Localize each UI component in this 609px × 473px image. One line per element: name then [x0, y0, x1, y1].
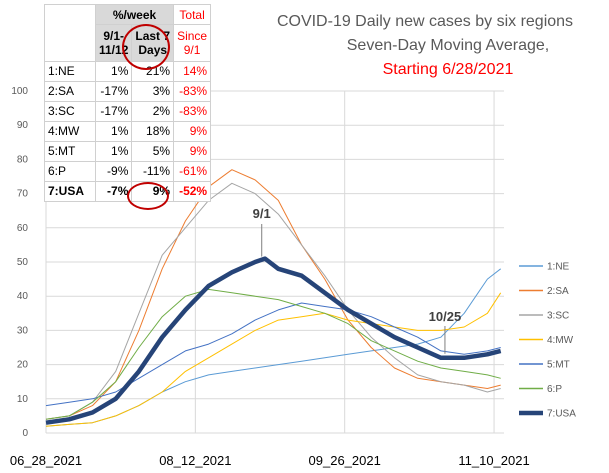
stats-region: 2:SA: [44, 81, 96, 102]
stats-header-since-c: 9/1: [183, 43, 201, 57]
stats-header-since91-b: 11/12: [99, 43, 129, 57]
stats-total: -61%: [173, 161, 212, 182]
stats-header-row-2: 9/1- 11/12 Last 7 Days Since 9/1: [45, 24, 212, 62]
stats-header-row-1: %/week Total: [44, 4, 212, 62]
series-line-7-usa: [45, 256, 502, 425]
stats-last7: 9%: [131, 181, 175, 202]
y-tick-label: 80: [17, 154, 29, 165]
stats-header-last7-a: Last 7: [135, 29, 171, 43]
annotations: 9/1 10/25: [253, 206, 462, 354]
series-line-6-p: [45, 288, 501, 420]
x-axis-ticks: 06_28_2021 08_12_2021 09_26_2021 11_10_2021: [10, 453, 530, 468]
stats-since91: 1%: [94, 61, 133, 82]
x-tick-label: 06_28_2021: [10, 453, 82, 468]
stats-since91: -17%: [94, 81, 133, 102]
stats-row-mt: 5:MT 1% 5% 9%: [44, 141, 212, 162]
y-tick-label: 10: [17, 394, 29, 405]
stats-table: %/week Total 9/1- 11/12 Last 7 Days Sinc…: [44, 4, 212, 202]
series-line-1-ne: [45, 268, 502, 427]
x-tick-label: 08_12_2021: [159, 453, 231, 468]
stats-row-ne: 1:NE 1% 21% 14%: [44, 61, 212, 82]
x-tick-label: 11_10_2021: [458, 453, 529, 468]
stats-last7: 18%: [131, 121, 175, 142]
series-line-2-sa: [45, 169, 501, 420]
stats-region: 3:SC: [44, 101, 96, 122]
stats-last7: 3%: [131, 81, 175, 102]
legend-label: 4:MW: [547, 335, 574, 346]
stats-row-sc: 3:SC -17% 2% -83%: [44, 101, 212, 122]
stats-last7: 5%: [131, 141, 175, 162]
stats-header-since91-a: 9/1-: [103, 29, 125, 43]
stats-total: -52%: [173, 181, 212, 202]
stats-since91: -7%: [94, 181, 133, 202]
annotation-label: 9/1: [253, 206, 271, 221]
series-line-4-mw: [45, 292, 502, 427]
legend: 1:NE 2:SA 3:SC 4:MW 5:MT 6:P 7:USA: [519, 262, 576, 420]
stats-region: 7:USA: [44, 181, 96, 202]
stats-total: -83%: [173, 101, 212, 122]
y-tick-label: 70: [17, 189, 29, 200]
legend-label: 2:SA: [547, 286, 569, 297]
stats-header-since-b: Since: [177, 29, 208, 43]
stats-header-pct-week: %/week: [94, 4, 175, 25]
stats-last7: 2%: [131, 101, 175, 122]
stats-corner: [44, 4, 96, 62]
series-lines: [45, 169, 502, 427]
stats-header-last7-b: Days: [138, 43, 168, 57]
stats-total: 9%: [173, 121, 212, 142]
stats-row-sa: 2:SA -17% 3% -83%: [44, 81, 212, 102]
stats-row-mw: 4:MW 1% 18% 9%: [44, 121, 212, 142]
x-tick-label: 09_26_2021: [309, 453, 381, 468]
y-tick-label: 90: [17, 120, 29, 131]
chart-title-line3: Starting 6/28/2021: [383, 61, 514, 78]
stats-last7: 21%: [131, 61, 175, 82]
annotation-label: 10/25: [429, 309, 462, 324]
chart-title-line2: Seven-Day Moving Average,: [347, 37, 549, 54]
stats-last7: -11%: [131, 161, 175, 182]
stats-row-usa: 7:USA -7% 9% -52%: [44, 181, 212, 202]
y-tick-label: 60: [17, 223, 29, 234]
y-axis-ticks: 0 10 20 30 40 50 60 70 80 90 100: [11, 86, 28, 439]
stats-total: -83%: [173, 81, 212, 102]
stats-region: 4:MW: [44, 121, 96, 142]
y-tick-label: 20: [17, 360, 29, 371]
stats-region: 5:MT: [44, 141, 96, 162]
stats-region: 1:NE: [44, 61, 96, 82]
stats-total: 9%: [173, 141, 212, 162]
y-tick-label: 0: [22, 428, 28, 439]
legend-label: 1:NE: [547, 262, 570, 273]
stats-since91: 1%: [94, 141, 133, 162]
stats-header-last7: Last 7 Days: [131, 24, 175, 62]
y-tick-label: 40: [17, 291, 29, 302]
chart-title-line1: COVID-19 Daily new cases by six regions: [277, 13, 573, 30]
stats-row-p: 6:P -9% -11% -61%: [44, 161, 212, 182]
y-tick-label: 100: [11, 86, 28, 97]
stats-since91: 1%: [94, 121, 133, 142]
stats-header-total: Total: [173, 4, 212, 25]
y-tick-label: 30: [17, 325, 29, 336]
y-tick-label: 50: [17, 257, 29, 268]
legend-label: 6:P: [547, 384, 562, 395]
stats-since91: -9%: [94, 161, 133, 182]
stats-total: 14%: [173, 61, 212, 82]
legend-label: 7:USA: [547, 409, 576, 420]
stats-region: 6:P: [44, 161, 96, 182]
stats-header-since91: 9/1- 11/12: [94, 24, 133, 62]
legend-label: 3:SC: [547, 311, 569, 322]
stats-since91: -17%: [94, 101, 133, 122]
legend-label: 5:MT: [547, 360, 570, 371]
stats-header-since: Since 9/1: [173, 24, 212, 62]
series-line-3-sc: [45, 182, 501, 420]
